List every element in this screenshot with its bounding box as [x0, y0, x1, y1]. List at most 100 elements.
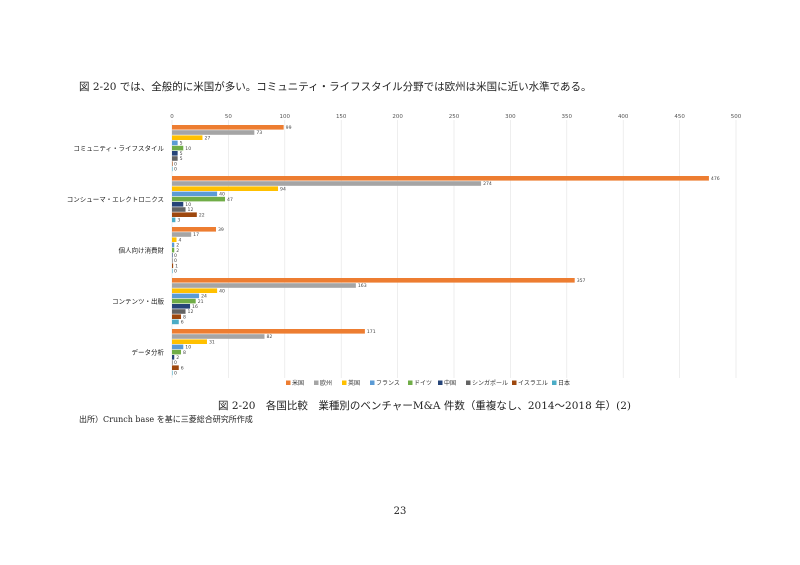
legend-swatch: [552, 380, 557, 385]
bar: [172, 145, 184, 151]
data-label: 2: [176, 248, 179, 254]
x-tick-label: 0: [170, 114, 174, 120]
bar: [172, 293, 200, 299]
data-label: 27: [204, 135, 210, 141]
bar: [172, 181, 482, 186]
bar: [172, 176, 709, 181]
x-tick-label: 350: [562, 114, 573, 120]
bar-chart: 0 50 100 150 200 250 300 350 400 450 500 997327510…: [67, 114, 742, 387]
category-label: データ分析: [132, 347, 165, 356]
x-tick-label: 450: [674, 114, 685, 120]
data-label: 10: [185, 202, 191, 208]
bar: [172, 288, 218, 293]
legend-entry: 米国: [292, 379, 304, 387]
data-label: 0: [174, 253, 177, 259]
bar: [172, 355, 175, 360]
bar: [172, 140, 178, 146]
data-label: 99: [286, 125, 292, 131]
legend-swatch: [286, 380, 291, 385]
bar: [172, 304, 191, 309]
data-label: 82: [266, 334, 272, 340]
data-label: 73: [256, 130, 262, 136]
legend-entry: フランス: [376, 380, 400, 387]
category-labels: コミュニティ・ライフスタイルコンシューマ・エレクトロニクス個人向け消費財コンテン…: [67, 143, 165, 356]
bar: [172, 125, 284, 130]
data-label: 17: [193, 232, 199, 238]
x-tick-label: 300: [505, 114, 516, 120]
bar: [172, 278, 575, 283]
data-label: 6: [181, 320, 184, 326]
data-label: 4: [179, 237, 182, 243]
bar: [172, 298, 196, 304]
bar: [172, 309, 186, 314]
bar: [172, 253, 173, 258]
bar: [172, 202, 184, 207]
bar: [172, 314, 182, 319]
legend: 米国 欧州 英国 フランス ドイツ 中国 シンガポール イスラエル 日本: [286, 379, 570, 387]
data-label: 5: [180, 141, 183, 147]
data-label: 39: [218, 227, 224, 233]
bar: [172, 247, 175, 253]
data-label: 357: [577, 278, 586, 284]
legend-entry: 英国: [348, 379, 360, 387]
data-label: 8: [183, 350, 186, 356]
data-label: 2: [176, 355, 179, 361]
data-label: 12: [188, 309, 194, 315]
legend-entry: イスラエル: [518, 380, 548, 387]
data-label: 12: [188, 207, 194, 213]
data-label: 8: [183, 314, 186, 320]
bar: [172, 365, 179, 370]
x-axis-ticks: 0 50 100 150 200 250 300 350 400 450 500: [170, 114, 741, 120]
legend-entry: ドイツ: [414, 380, 432, 387]
bar: [172, 283, 356, 288]
legend-entry: シンガポール: [472, 379, 508, 387]
bar: [172, 161, 173, 166]
bar: [172, 186, 279, 191]
data-label: 171: [367, 329, 376, 335]
data-label: 274: [483, 181, 492, 187]
bar: [172, 207, 186, 212]
legend-swatch: [314, 380, 319, 385]
data-label: 1: [175, 263, 178, 269]
data-label: 2: [176, 243, 179, 249]
category-label: 個人向け消費財: [119, 245, 165, 254]
data-label: 3: [177, 218, 180, 224]
bar: [172, 212, 197, 217]
legend-entry: 中国: [444, 379, 456, 387]
data-label: 94: [280, 186, 286, 192]
bar: [172, 196, 226, 202]
bar: [172, 151, 178, 156]
data-label: 0: [174, 161, 177, 167]
x-tick-label: 400: [618, 114, 629, 120]
figure-caption: 図 2-20 各国比較 業種別のベンチャーM&A 件数（重複なし、2014～20…: [218, 400, 631, 412]
data-label: 0: [174, 167, 177, 173]
bar: [172, 344, 184, 350]
data-label: 0: [174, 258, 177, 264]
bar: [172, 227, 216, 232]
x-tick-label: 250: [449, 114, 460, 120]
bar: [172, 156, 178, 161]
legend-swatch: [342, 380, 347, 385]
data-label: 47: [227, 197, 233, 203]
source-note: 出所）Crunch base を基に三菱総合研究所作成: [79, 415, 253, 424]
data-label: 24: [201, 294, 207, 300]
legend-entry: 欧州: [320, 379, 332, 387]
x-tick-label: 150: [336, 114, 347, 120]
bar: [172, 334, 265, 339]
category-label: コンシューマ・エレクトロニクス: [67, 195, 164, 203]
legend-swatch: [512, 380, 517, 385]
bar: [172, 237, 177, 242]
data-label: 476: [711, 176, 720, 182]
x-tick-label: 500: [731, 114, 742, 120]
bar: [172, 130, 255, 135]
x-tick-label: 200: [392, 114, 403, 120]
legend-swatch: [408, 380, 413, 385]
bar: [172, 263, 174, 268]
page-number: 23: [393, 506, 407, 517]
data-label: 6: [181, 365, 184, 371]
data-label: 0: [174, 360, 177, 366]
bar: [172, 135, 203, 140]
legend-swatch: [438, 380, 443, 385]
bar: [172, 319, 179, 325]
data-label: 16: [192, 304, 198, 310]
